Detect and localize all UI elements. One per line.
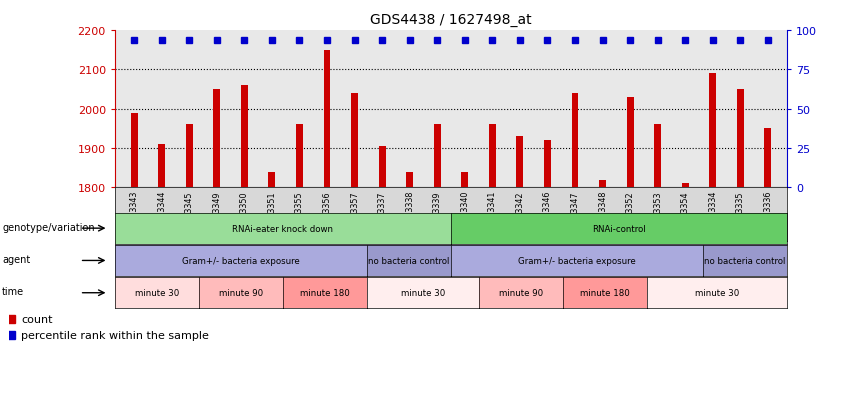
Text: GSM783344: GSM783344 (157, 190, 166, 239)
Bar (269, 172, 276, 188)
Bar (351, 94, 358, 188)
Text: GSM783350: GSM783350 (240, 190, 248, 239)
Text: GSM783341: GSM783341 (488, 190, 497, 239)
Text: GSM783340: GSM783340 (460, 190, 469, 239)
Text: no bacteria control: no bacteria control (705, 256, 785, 265)
Text: GSM783336: GSM783336 (763, 190, 773, 239)
Text: agent: agent (3, 254, 31, 264)
Text: GSM783352: GSM783352 (625, 190, 635, 239)
Text: time: time (3, 287, 25, 297)
Bar (626, 97, 633, 188)
Bar (517, 137, 523, 188)
Bar (158, 145, 165, 188)
Bar (737, 90, 744, 188)
Text: RNAi-eater knock down: RNAi-eater knock down (232, 224, 334, 233)
Text: GSM783338: GSM783338 (405, 190, 414, 239)
Text: minute 30: minute 30 (134, 289, 179, 297)
Text: GSM783351: GSM783351 (267, 190, 277, 239)
Bar (682, 184, 688, 188)
Bar (214, 90, 220, 188)
Bar (296, 125, 303, 188)
Text: GSM783355: GSM783355 (295, 190, 304, 239)
Text: percentile rank within the sample: percentile rank within the sample (21, 330, 209, 340)
Bar (599, 180, 606, 188)
Text: GSM783345: GSM783345 (185, 190, 194, 239)
Text: GSM783353: GSM783353 (654, 190, 662, 239)
Bar (434, 125, 441, 188)
Text: Gram+/- bacteria exposure: Gram+/- bacteria exposure (518, 256, 636, 265)
Text: GSM783339: GSM783339 (433, 190, 442, 239)
Text: GSM783346: GSM783346 (543, 190, 552, 239)
Text: count: count (21, 314, 53, 324)
Bar (489, 125, 496, 188)
Bar (186, 125, 192, 188)
Text: minute 90: minute 90 (499, 289, 543, 297)
Bar (131, 113, 138, 188)
Text: no bacteria control: no bacteria control (368, 256, 449, 265)
Text: GSM783337: GSM783337 (378, 190, 386, 239)
Title: GDS4438 / 1627498_at: GDS4438 / 1627498_at (370, 13, 532, 27)
Bar (241, 86, 248, 188)
Text: Gram+/- bacteria exposure: Gram+/- bacteria exposure (182, 256, 300, 265)
Text: GSM783349: GSM783349 (213, 190, 221, 239)
Text: GSM783343: GSM783343 (129, 190, 139, 239)
Bar (572, 94, 579, 188)
Bar (544, 141, 551, 188)
Text: minute 30: minute 30 (401, 289, 445, 297)
Text: minute 90: minute 90 (219, 289, 263, 297)
Bar (379, 147, 386, 188)
Bar (654, 125, 661, 188)
Text: GSM783342: GSM783342 (516, 190, 524, 239)
Text: GSM783335: GSM783335 (736, 190, 745, 239)
Text: GSM783354: GSM783354 (681, 190, 689, 239)
Bar (406, 172, 413, 188)
Text: minute 180: minute 180 (300, 289, 350, 297)
Bar (323, 50, 330, 188)
Bar (710, 74, 717, 188)
Bar (764, 129, 771, 188)
Text: GSM783334: GSM783334 (708, 190, 717, 239)
Text: RNAi-control: RNAi-control (592, 224, 646, 233)
Text: minute 180: minute 180 (580, 289, 630, 297)
Text: minute 30: minute 30 (695, 289, 740, 297)
Text: GSM783348: GSM783348 (598, 190, 607, 239)
Text: genotype/variation: genotype/variation (3, 222, 94, 232)
Text: GSM783347: GSM783347 (570, 190, 580, 239)
Text: GSM783357: GSM783357 (350, 190, 359, 239)
Bar (461, 172, 468, 188)
Text: GSM783356: GSM783356 (323, 190, 332, 239)
